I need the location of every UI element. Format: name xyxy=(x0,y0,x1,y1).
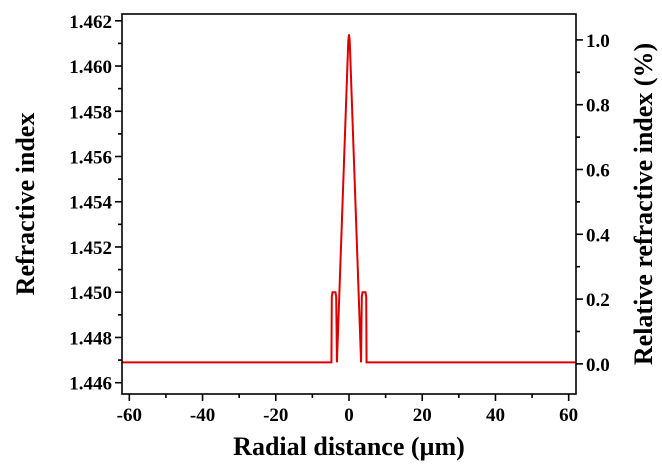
y-tick-label: 1.460 xyxy=(69,57,112,78)
y2-tick-label: 0.4 xyxy=(586,225,610,246)
y-tick-label: 1.458 xyxy=(69,102,112,123)
y2-tick-label: 1.0 xyxy=(586,31,610,52)
tick-labels-layer: -60 -40 -20 0 20 40 60 1.446 1.448 1.450 1.452 1.45… xyxy=(69,12,610,426)
y2-tick-label: 0.0 xyxy=(586,355,610,376)
plot-frame xyxy=(121,13,577,395)
y2-tick-label: 0.2 xyxy=(586,290,610,311)
x-tick-label: 60 xyxy=(559,405,578,426)
x-tick-label: -60 xyxy=(117,405,142,426)
y-tick-label: 1.448 xyxy=(69,328,112,349)
y-tick-label: 1.450 xyxy=(69,283,112,304)
y-tick-label: 1.462 xyxy=(69,12,112,33)
y2-tick-label: 0.6 xyxy=(586,160,610,181)
secondary-y-axis-title: Relative refractive index (%) xyxy=(629,43,658,365)
x-tick-label: 0 xyxy=(344,405,354,426)
y-axis-title: Refractive index xyxy=(11,113,40,296)
y2-tick-label: 0.8 xyxy=(586,96,610,117)
x-axis-title: Radial distance (µm) xyxy=(233,432,465,461)
x-tick-label: -20 xyxy=(263,405,288,426)
x-tick-label: 20 xyxy=(413,405,432,426)
y-tick-label: 1.446 xyxy=(69,374,112,395)
y-tick-label: 1.456 xyxy=(69,148,112,169)
ticks-layer xyxy=(115,19,583,401)
refractive-index-series-line xyxy=(122,34,576,364)
y-tick-label: 1.454 xyxy=(69,193,112,214)
x-tick-label: -40 xyxy=(190,405,215,426)
y-tick-label: 1.452 xyxy=(69,238,112,259)
x-tick-label: 40 xyxy=(486,405,505,426)
